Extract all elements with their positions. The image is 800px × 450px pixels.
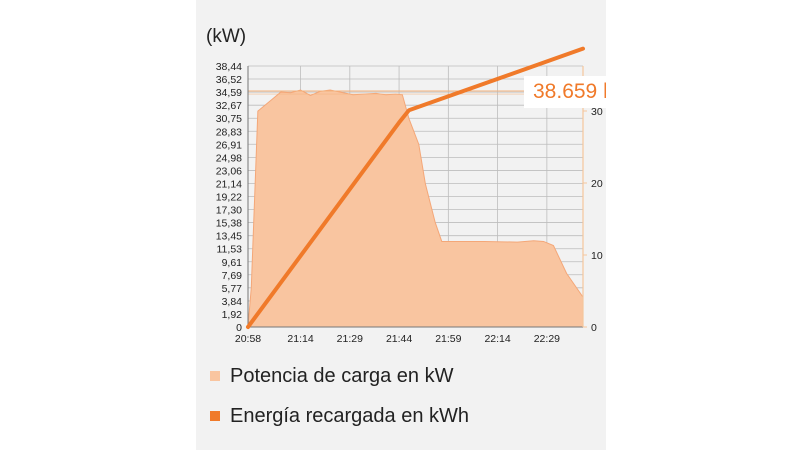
y-tick-label-right: 10 (591, 250, 603, 262)
value-tooltip: 38.659 k (524, 76, 606, 108)
y-tick-label-left: 13,45 (216, 231, 242, 243)
y-tick-label-left: 24,98 (216, 152, 242, 164)
legend-swatch-power (210, 371, 220, 381)
y-tick-label-left: 5,77 (222, 283, 243, 295)
y-tick-label-left: 11,53 (217, 244, 243, 256)
x-tick-label: 22:29 (534, 333, 560, 345)
y-tick-label-right: 20 (591, 178, 603, 190)
x-tick-label: 21:14 (287, 333, 313, 345)
x-tick-label: 21:29 (337, 333, 363, 345)
y-tick-label-left: 7,69 (222, 270, 243, 282)
y-tick-label-right: 30 (591, 106, 603, 118)
y-tick-label-left: 30,75 (216, 113, 242, 125)
y-tick-label-right: 0 (591, 322, 597, 334)
y-tick-label-left: 19,22 (216, 192, 242, 204)
legend-swatch-energy (210, 411, 220, 421)
tooltip-value: 38.659 k (533, 80, 606, 103)
y-tick-label-left: 21,14 (216, 178, 242, 190)
x-tick-label: 21:44 (386, 333, 412, 345)
y-tick-label-left: 0 (236, 322, 242, 334)
y-axis-unit-label: (kW) (206, 26, 247, 47)
x-tick-label: 22:14 (484, 333, 510, 345)
energy-line (246, 46, 585, 329)
y-tick-label-left: 9,61 (222, 257, 243, 269)
y-tick-label-left: 1,92 (222, 309, 243, 321)
y-tick-label-left: 34,59 (216, 87, 242, 99)
x-tick-label: 20:58 (235, 333, 261, 345)
legend-item-power: Potencia de carga en kW (206, 356, 469, 396)
legend-item-energy: Energía recargada en kWh (206, 396, 469, 436)
chart-legend: Potencia de carga en kW Energía recargad… (206, 356, 469, 436)
y-tick-label-left: 17,30 (216, 205, 242, 217)
y-tick-label-left: 32,67 (216, 100, 242, 112)
legend-label-energy: Energía recargada en kWh (230, 404, 470, 427)
y-tick-label-left: 36,52 (216, 74, 242, 86)
y-tick-label-left: 38,44 (216, 61, 242, 73)
legend-label-power: Potencia de carga en kW (230, 364, 454, 387)
y-tick-label-left: 26,91 (216, 139, 242, 151)
y-tick-label-left: 28,83 (216, 126, 242, 138)
y-tick-label-left: 23,06 (216, 165, 242, 177)
y-tick-label-left: 15,38 (216, 218, 242, 230)
y-tick-label-left: 3,84 (222, 296, 243, 308)
x-tick-label: 21:59 (435, 333, 461, 345)
power-energy-chart: 01,923,845,777,699,6111,5313,4515,3817,3… (216, 46, 603, 345)
